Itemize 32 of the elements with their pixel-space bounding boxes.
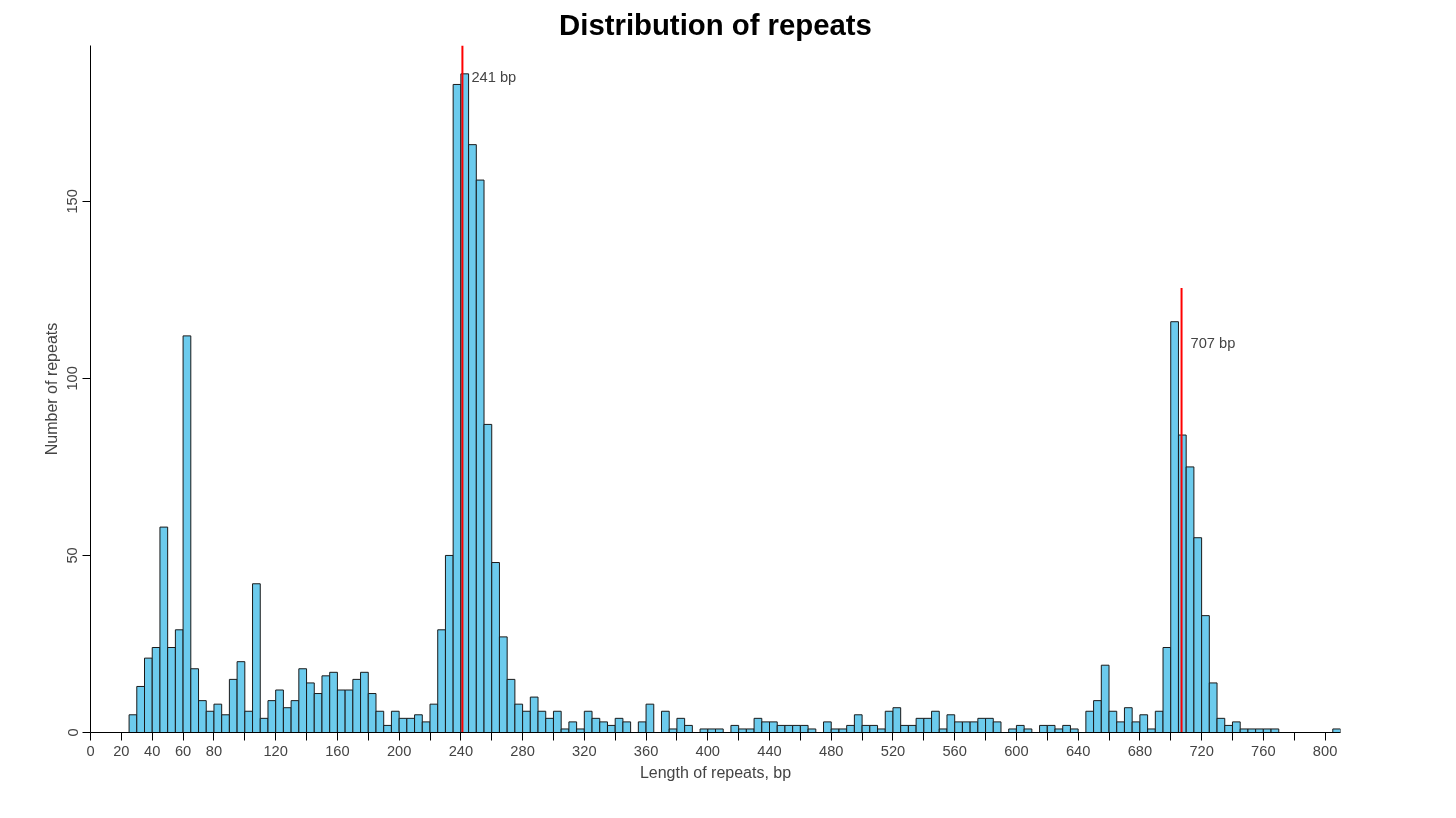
annotation: 707 bp [1190,334,1236,351]
x-tick-label: 200 [386,742,412,759]
x-tick-label: 160 [325,742,350,759]
x-tick-label: 440 [757,742,782,759]
x-tick-label: 720 [1189,742,1214,759]
x-tick-label: 40 [144,742,161,759]
x-tick-label: 360 [633,742,659,759]
x-tick-label: 20 [113,742,130,759]
x-tick-label: 640 [1065,742,1091,759]
x-tick-label: 60 [174,742,192,759]
x-tick-label: 680 [1127,742,1153,759]
x-tick-label: 480 [819,742,844,759]
y-axis-title: Number of repeats [42,322,60,456]
x-tick-label: 800 [1312,742,1338,759]
x-tick-label: 240 [448,742,474,759]
annotation: 241 bp [471,69,517,86]
x-tick-label: 400 [695,742,721,759]
y-tick-label: 100 [64,366,81,391]
y-tick-label: 0 [64,728,81,737]
x-tick-label: 760 [1251,742,1276,759]
x-tick-label: 80 [205,742,223,759]
x-tick-label: 0 [86,742,95,759]
x-tick-label: 320 [572,742,597,759]
x-tick-label: 600 [1004,742,1029,759]
x-tick-label: 120 [263,742,288,759]
y-tick-label: 50 [64,547,81,564]
x-tick-label: 280 [510,742,535,759]
chart-title: Distribution of repeats [559,7,872,41]
x-tick-label: 520 [880,742,906,759]
x-tick-label: 560 [942,742,967,759]
x-axis-title: Length of repeats, bp [639,763,792,781]
y-tick-label: 150 [64,189,81,214]
